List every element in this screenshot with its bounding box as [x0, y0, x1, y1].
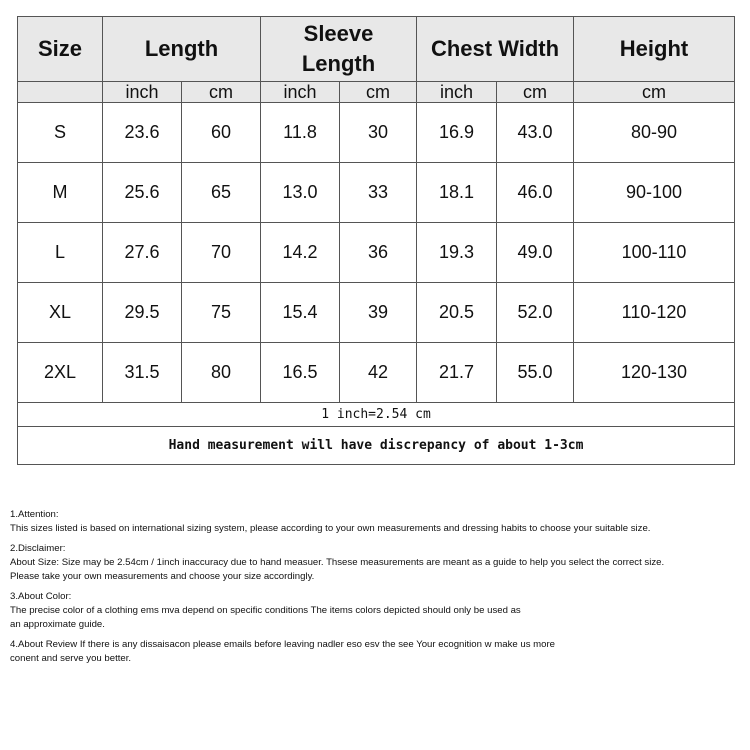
- header-sleeve-length: Sleeve Length: [260, 16, 418, 82]
- value-cell: 21.7: [416, 342, 498, 403]
- unit-cell: cm: [496, 81, 575, 103]
- value-cell: 30: [339, 102, 418, 163]
- size-chart-table: Size Length Sleeve Length Chest Width He…: [16, 16, 736, 465]
- unit-cell: cm: [339, 81, 418, 103]
- value-cell: 70: [180, 222, 262, 283]
- value-cell: 36: [339, 222, 418, 283]
- unit-cell: inch: [260, 81, 341, 103]
- unit-cell: inch: [416, 81, 498, 103]
- unit-cell: cm: [573, 81, 736, 103]
- value-cell: 43.0: [496, 102, 575, 163]
- value-cell: 60: [180, 102, 262, 163]
- note-item: 1.Attention: This sizes listed is based o…: [10, 508, 664, 536]
- size-cell: L: [17, 222, 103, 283]
- value-cell: 27.6: [102, 222, 182, 283]
- header-row: Size Length Sleeve Length Chest Width He…: [17, 16, 736, 82]
- value-cell: 14.2: [260, 222, 341, 283]
- note-item: 4.About Review If there is any dissaisac…: [10, 638, 664, 666]
- value-cell: 19.3: [416, 222, 498, 283]
- units-row: inch cm inch cm inch cm cm: [17, 81, 736, 103]
- unit-cell: [17, 81, 103, 103]
- note-line: About Size: Size may be 2.54cm / 1inch i…: [10, 557, 665, 568]
- value-cell: 29.5: [102, 282, 182, 343]
- value-cell: 25.6: [102, 162, 182, 223]
- note-title: 3.About Color:: [10, 591, 72, 602]
- value-cell: 46.0: [496, 162, 575, 223]
- note-item: 3.About Color: The precise color of a clo…: [10, 590, 664, 632]
- note-line: This sizes listed is based on internatio…: [10, 523, 651, 534]
- table-row: XL 29.5 75 15.4 39 20.5 52.0 110-120: [17, 282, 736, 343]
- value-cell: 90-100: [573, 162, 736, 223]
- value-cell: 15.4: [260, 282, 341, 343]
- note-title: 1.Attention:: [10, 509, 59, 520]
- unit-cell: inch: [102, 81, 182, 103]
- note-line: conent and serve you better.: [10, 653, 132, 664]
- size-cell: M: [17, 162, 103, 223]
- header-chest-width: Chest Width: [416, 16, 575, 82]
- value-cell: 42: [339, 342, 418, 403]
- value-cell: 100-110: [573, 222, 736, 283]
- value-cell: 11.8: [260, 102, 341, 163]
- note-line: Please take your own measurements and ch…: [10, 571, 315, 582]
- value-cell: 23.6: [102, 102, 182, 163]
- table-row: 2XL 31.5 80 16.5 42 21.7 55.0 120-130: [17, 342, 736, 403]
- conversion-note: 1 inch=2.54 cm: [16, 402, 736, 427]
- size-cell: XL: [17, 282, 103, 343]
- unit-cell: cm: [180, 81, 262, 103]
- notes-section: 1.Attention: This sizes listed is based o…: [10, 508, 664, 672]
- value-cell: 18.1: [416, 162, 498, 223]
- value-cell: 49.0: [496, 222, 575, 283]
- size-cell: 2XL: [17, 342, 103, 403]
- value-cell: 80-90: [573, 102, 736, 163]
- note-title: 2.Disclaimer:: [10, 543, 66, 554]
- value-cell: 20.5: [416, 282, 498, 343]
- note-line: The precise color of a clothing ems mva …: [10, 605, 521, 616]
- value-cell: 16.5: [260, 342, 341, 403]
- value-cell: 39: [339, 282, 418, 343]
- value-cell: 16.9: [416, 102, 498, 163]
- value-cell: 110-120: [573, 282, 736, 343]
- value-cell: 120-130: [573, 342, 736, 403]
- value-cell: 55.0: [496, 342, 575, 403]
- value-cell: 13.0: [260, 162, 341, 223]
- note-item: 2.Disclaimer: About Size: Size may be 2.5…: [10, 542, 664, 584]
- header-sleeve-length-text: Sleeve Length: [301, 21, 376, 76]
- table-row: M 25.6 65 13.0 33 18.1 46.0 90-100: [17, 162, 736, 223]
- table-row: S 23.6 60 11.8 30 16.9 43.0 80-90: [17, 102, 736, 163]
- table-row: L 27.6 70 14.2 36 19.3 49.0 100-110: [17, 222, 736, 283]
- value-cell: 65: [180, 162, 262, 223]
- value-cell: 80: [180, 342, 262, 403]
- note-line: 4.About Review If there is any dissaisac…: [10, 639, 556, 650]
- discrepancy-note: Hand measurement will have discrepancy o…: [16, 426, 736, 465]
- header-length: Length: [101, 16, 262, 82]
- value-cell: 52.0: [496, 282, 575, 343]
- header-height: Height: [573, 16, 736, 82]
- value-cell: 31.5: [102, 342, 182, 403]
- value-cell: 75: [180, 282, 262, 343]
- value-cell: 33: [339, 162, 418, 223]
- size-cell: S: [17, 102, 103, 163]
- header-size: Size: [17, 16, 103, 82]
- note-line: an approximate guide.: [10, 619, 105, 630]
